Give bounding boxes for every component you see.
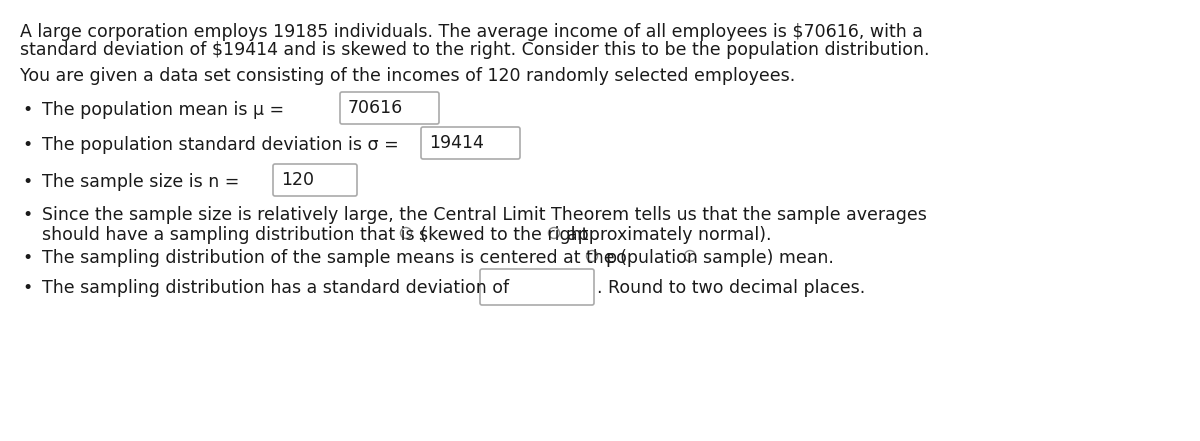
Text: approximately normal).: approximately normal). [568, 226, 772, 244]
FancyBboxPatch shape [340, 92, 439, 124]
FancyBboxPatch shape [480, 269, 594, 305]
Text: . Round to two decimal places.: . Round to two decimal places. [598, 279, 865, 297]
Text: The sampling distribution has a standard deviation of: The sampling distribution has a standard… [42, 279, 509, 297]
Text: The sampling distribution of the sample means is centered at the (: The sampling distribution of the sample … [42, 249, 626, 267]
Text: The sample size is n =: The sample size is n = [42, 173, 239, 191]
Text: should have a sampling distribution that is (: should have a sampling distribution that… [42, 226, 427, 244]
Text: •: • [22, 249, 32, 267]
Text: The population standard deviation is σ =: The population standard deviation is σ = [42, 136, 398, 154]
Text: •: • [22, 136, 32, 154]
FancyBboxPatch shape [274, 164, 358, 196]
Text: skewed to the right: skewed to the right [419, 226, 588, 244]
Text: standard deviation of $19414 and is skewed to the right. Consider this to be the: standard deviation of $19414 and is skew… [20, 41, 930, 59]
Text: 70616: 70616 [348, 99, 403, 117]
FancyBboxPatch shape [421, 127, 520, 159]
Text: •: • [22, 173, 32, 191]
Text: You are given a data set consisting of the incomes of 120 randomly selected empl: You are given a data set consisting of t… [20, 67, 796, 85]
Text: The population mean is μ =: The population mean is μ = [42, 101, 284, 119]
Text: sample) mean.: sample) mean. [703, 249, 834, 267]
Text: •: • [22, 279, 32, 297]
Text: •: • [22, 101, 32, 119]
Text: A large corporation employs 19185 individuals. The average income of all employe: A large corporation employs 19185 indivi… [20, 23, 923, 41]
Text: 120: 120 [281, 171, 314, 189]
Text: Since the sample size is relatively large, the Central Limit Theorem tells us th: Since the sample size is relatively larg… [42, 206, 926, 224]
Text: 19414: 19414 [430, 134, 484, 152]
Text: •: • [22, 206, 32, 224]
Text: population: population [605, 249, 698, 267]
